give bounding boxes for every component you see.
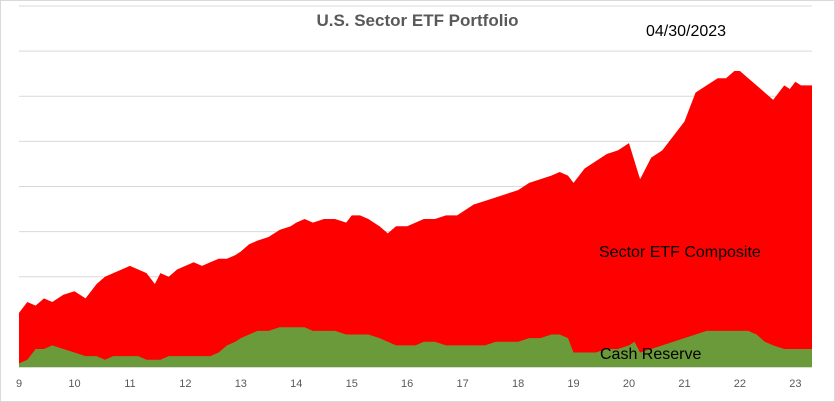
x-tick-label: 13 [235,378,247,390]
x-tick-label: 17 [457,378,469,390]
x-tick-label: 21 [678,378,690,390]
x-tick-label: 18 [512,378,524,390]
series-label-sector-etf-composite: Sector ETF Composite [599,244,761,261]
x-tick-label: 9 [16,378,22,390]
chart-title: U.S. Sector ETF Portfolio [316,11,519,30]
x-tick-label: 16 [401,378,413,390]
x-tick-label: 10 [68,378,80,390]
series-areas [19,70,812,368]
x-tick-label: 12 [179,378,191,390]
x-tick-label: 19 [567,378,579,390]
x-axis-ticks: 9 10 11 12 13 14 15 16 17 18 19 20 21 22 23 [16,378,802,390]
x-tick-label: 23 [789,378,801,390]
series-area-sector-etf-composite [19,70,812,367]
x-tick-label: 22 [734,378,746,390]
series-label-cash-reserve: Cash Reserve [600,346,701,363]
x-tick-label: 14 [290,378,302,390]
date-label: 04/30/2023 [646,23,727,40]
x-tick-label: 20 [623,378,635,390]
x-tick-label: 11 [124,378,135,390]
x-tick-label: 15 [346,378,358,390]
series-area-cash-reserve [19,327,812,367]
